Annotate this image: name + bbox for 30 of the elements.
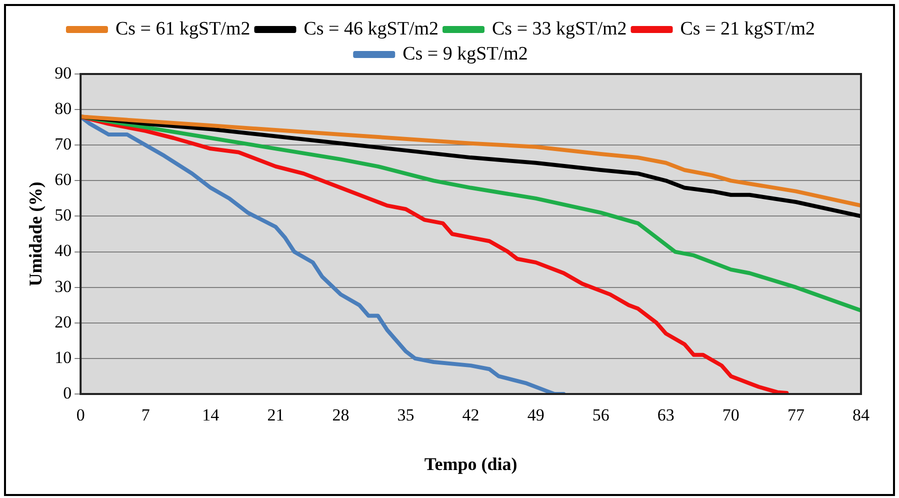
y-tick-label: 80 [54, 99, 72, 118]
x-tick-label: 28 [332, 406, 350, 425]
x-tick-label: 0 [76, 406, 85, 425]
y-axis-title: Umidade (%) [25, 182, 46, 286]
legend-label: Cs = 46 kgST/m2 [304, 18, 439, 40]
x-tick-label: 84 [852, 406, 870, 425]
y-tick-label: 30 [54, 276, 72, 296]
x-tick-label: 14 [202, 406, 220, 425]
x-tick-label: 35 [397, 406, 414, 425]
legend-label: Cs = 33 kgST/m2 [492, 18, 627, 40]
y-tick-label: 50 [54, 206, 72, 225]
x-tick-label: 21 [267, 406, 284, 425]
y-tick-label: 40 [54, 241, 72, 260]
y-tick-label: 70 [54, 134, 72, 154]
y-tick-label: 90 [54, 63, 72, 82]
y-tick-label: 10 [54, 348, 72, 367]
x-tick-label: 7 [141, 406, 150, 425]
legend-label: Cs = 21 kgST/m2 [680, 18, 816, 40]
y-tick-label: 20 [54, 312, 72, 332]
x-tick-label: 63 [657, 406, 674, 425]
y-tick-label: 60 [54, 170, 72, 190]
x-tick-label: 70 [722, 406, 740, 425]
legend-label: Cs = 9 kgST/m2 [402, 43, 528, 64]
x-tick-label: 49 [527, 406, 544, 425]
x-tick-label: 56 [592, 406, 610, 425]
legend-label: Cs = 61 kgST/m2 [115, 18, 250, 40]
x-axis-title: Tempo (dia) [424, 454, 518, 474]
x-tick-label: 42 [462, 406, 480, 425]
y-tick-label: 0 [63, 383, 72, 402]
x-tick-label: 77 [787, 406, 805, 425]
